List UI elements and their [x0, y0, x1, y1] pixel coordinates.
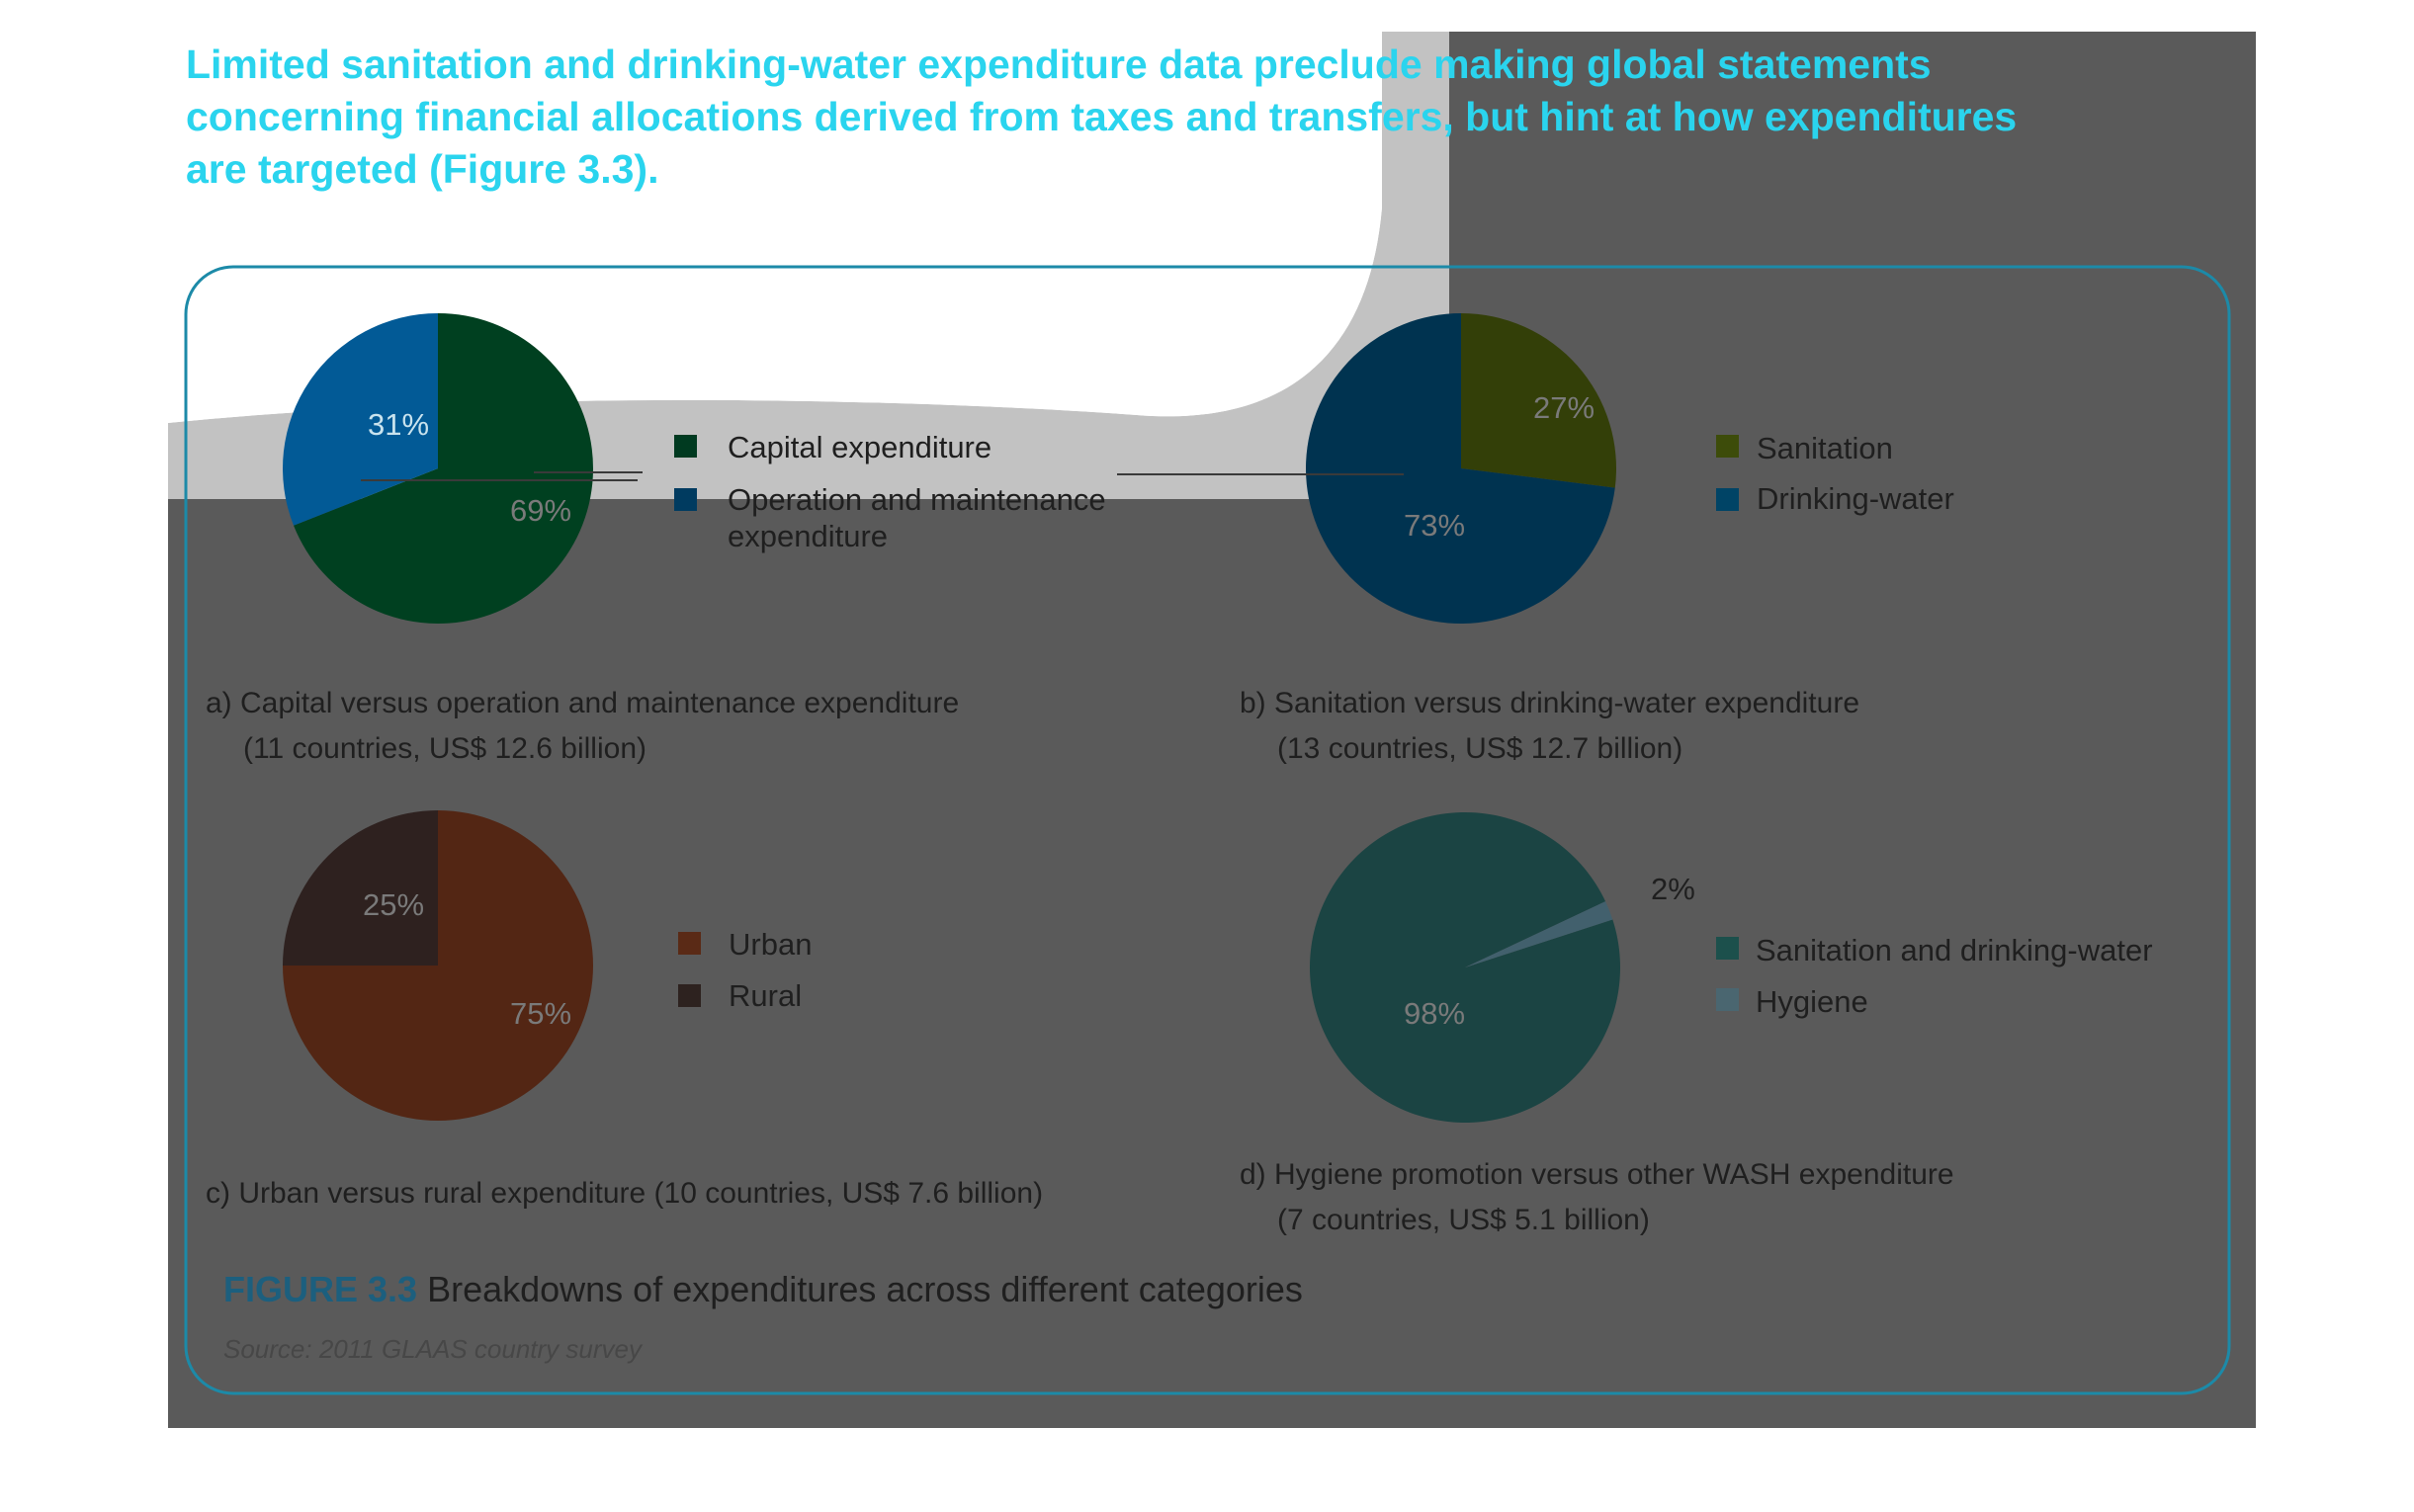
caption-d-line-2: (7 countries, US$ 5.1 billion) — [1277, 1204, 1650, 1236]
legend-swatch-operation-maintenance — [674, 488, 697, 511]
pie-chart-a: 69% 31% — [283, 313, 593, 624]
legend-label-rural: Rural — [729, 978, 802, 1013]
figure-number: FIGURE 3.3 — [223, 1269, 417, 1309]
connector-lines — [361, 471, 1404, 481]
legend-label-capital: Capital expenditure — [728, 430, 991, 464]
legend-swatch-drinking-water — [1716, 488, 1739, 511]
pie-slice-operation-and-maintenance-expenditure — [283, 313, 438, 526]
pie-slice-rural — [283, 810, 438, 966]
legend-label-drinking-water: Drinking-water — [1757, 481, 1954, 516]
pie-panel-d: 98% 2% Sanitation and drinking-water Hygi… — [1240, 812, 2153, 1236]
legend-label-sanitation-drinking-water: Sanitation and drinking-water — [1756, 933, 2153, 967]
data-label-hygiene: 2% — [1651, 872, 1695, 906]
data-label-urban: 75% — [510, 996, 571, 1031]
figure-source: Source: 2011 GLAAS country survey — [223, 1334, 644, 1364]
legend-label-hygiene: Hygiene — [1756, 984, 1868, 1019]
figure-title: Breakdowns of expenditures across differ… — [427, 1269, 1303, 1309]
caption-d-line-1: d) Hygiene promotion versus other WASH e… — [1240, 1158, 1954, 1191]
heading-line-1: Limited sanitation and drinking-water ex… — [186, 42, 1932, 87]
figure-frame — [184, 265, 2231, 1395]
legend-label-sanitation: Sanitation — [1757, 431, 1893, 465]
pie-slice-drinking-water — [1306, 313, 1615, 625]
data-label-drinking-water: 73% — [1404, 508, 1465, 543]
data-label-sanitation: 27% — [1533, 390, 1595, 425]
caption-b-line-2: (13 countries, US$ 12.7 billion) — [1277, 732, 1682, 765]
legend-swatch-sanitation — [1716, 435, 1739, 458]
pie-panel-c: 75% 25% Urban Rural c) Urban versus rural… — [206, 810, 1043, 1210]
heading-line-3: are targeted (Figure 3.3). — [186, 146, 658, 192]
pie-chart-b: 27% 73% — [1306, 313, 1616, 625]
section-heading: Limited sanitation and drinking-water ex… — [186, 42, 2017, 192]
pie-chart-d: 98% 2% — [1310, 812, 1695, 1124]
pie-panel-a: 69% 31% Capital expenditure Operation and… — [206, 313, 1106, 765]
data-label-capital-expenditure: 69% — [510, 493, 571, 528]
caption-c: c) Urban versus rural expenditure (10 co… — [206, 1177, 1043, 1210]
pie-panel-b: 27% 73% Sanitation Drinking-water b) Sani… — [1240, 313, 1954, 765]
legend-swatch-rural — [678, 984, 701, 1007]
caption-a-line-1: a) Capital versus operation and maintena… — [206, 687, 959, 719]
legend-swatch-capital — [674, 435, 697, 458]
pie-slice-sanitation — [1461, 313, 1616, 488]
pie-slice-capital-expenditure — [294, 313, 593, 624]
pie-chart-c: 75% 25% — [283, 810, 593, 1121]
legend-label-urban: Urban — [729, 927, 812, 962]
pie-slice-hygiene — [1465, 901, 1613, 967]
legend-swatch-hygiene — [1716, 988, 1739, 1011]
pie-slice-sanitation-and-drinking-water — [1310, 812, 1621, 1124]
legend-label-operation-maintenance-cont: expenditure — [728, 519, 888, 553]
data-label-sanitation-and-drinking-water: 98% — [1404, 996, 1465, 1031]
legend-swatch-sanitation-drinking-water — [1716, 937, 1739, 960]
caption-a-line-2: (11 countries, US$ 12.6 billion) — [243, 732, 647, 765]
data-label-operation-and-maintenance-expenditure: 31% — [368, 407, 429, 442]
heading-line-2: concerning financial allocations derived… — [186, 94, 2017, 139]
legend-label-operation-maintenance: Operation and maintenance — [728, 482, 1106, 517]
data-label-rural: 25% — [363, 887, 424, 922]
legend-swatch-urban — [678, 932, 701, 955]
caption-b-line-1: b) Sanitation versus drinking-water expe… — [1240, 687, 1859, 719]
figure-caption: FIGURE 3.3 Breakdowns of expenditures acr… — [223, 1269, 1303, 1309]
